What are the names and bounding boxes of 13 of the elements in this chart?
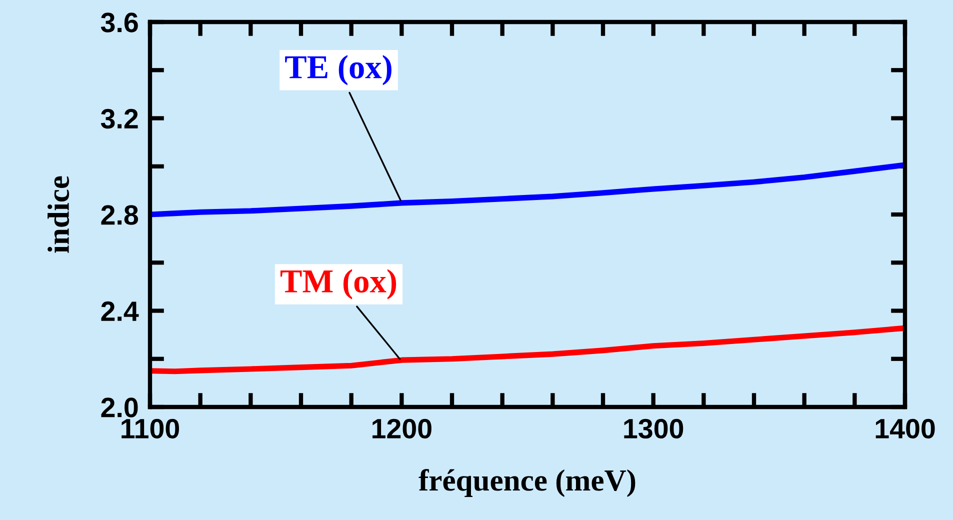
annotation: TE (ox) bbox=[285, 55, 392, 86]
annotation: TM (ox) bbox=[280, 269, 396, 300]
y-tick-label: 2.8 bbox=[101, 205, 138, 225]
x-axis-title: fréquence (meV) bbox=[418, 469, 636, 498]
y-tick-label: 2.4 bbox=[101, 301, 139, 321]
y-axis-title: indice bbox=[48, 176, 70, 253]
y-tick-label: 3.6 bbox=[100, 12, 138, 32]
x-tick-label: 1200 bbox=[372, 418, 432, 439]
x-tick-label: 1300 bbox=[624, 418, 684, 439]
x-tick-label: 1400 bbox=[876, 418, 935, 439]
y-tick-label: 3.2 bbox=[100, 108, 138, 129]
x-tick-label: 1100 bbox=[122, 418, 179, 439]
y-tick-label: 2.0 bbox=[101, 398, 138, 418]
